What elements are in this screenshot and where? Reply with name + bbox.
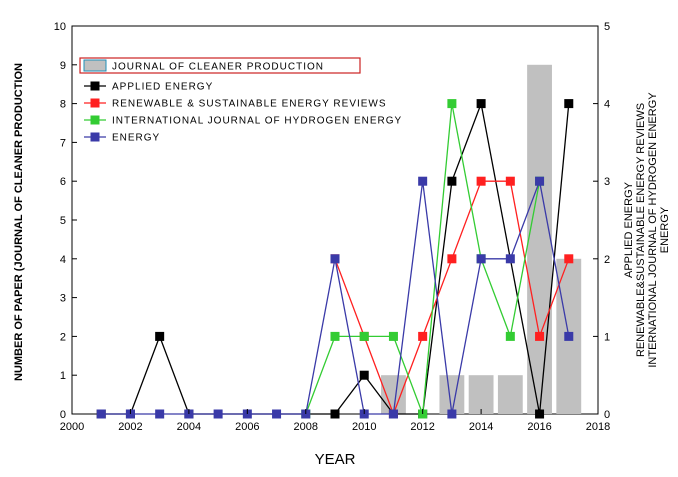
y-right-axis-label-line-3: INTERNATIONAL JOURNAL OF HYDROGEN ENERGY [647,92,659,368]
series-1-point-2016 [535,331,545,341]
legend-label-0: APPLIED ENERGY [112,82,213,93]
legend-swatch-bar [83,59,107,72]
y-left-tick-label-8: 8 [60,99,66,111]
legend-marker-3 [90,132,100,142]
x-tick-label-2014: 2014 [469,421,493,433]
y-left-tick-label-2: 2 [60,331,66,343]
x-tick-label-2004: 2004 [177,421,201,433]
series-3-point-2007 [272,409,282,419]
x-tick-label-2002: 2002 [118,421,142,433]
y-left-tick-label-0: 0 [60,409,66,421]
series-1-point-2013 [447,254,457,264]
y-left-axis-label: NUMBER OF PAPER (JOURNAL OF CLEANER PROD… [13,63,25,381]
bar-2011 [381,375,406,414]
series-2-point-2011 [388,331,398,341]
legend-label-3: ENERGY [112,133,160,144]
y-right-tick-label-0: 0 [604,409,610,421]
y-right-axis-label-line-2: RENEWABLE&SUSTAINABLE ENERGY REVIEWS [635,103,647,357]
y-right-tick-label-4: 4 [604,99,610,111]
y-right-tick-label-3: 3 [604,176,610,188]
series-3-point-2013 [447,409,457,419]
legend: JOURNAL OF CLEANER PRODUCTION APPLIED ENE… [79,57,402,144]
series-1-point-2015 [505,176,515,186]
legend-label-bar: JOURNAL OF CLEANER PRODUCTION [112,62,324,73]
series-0-point-2014 [476,99,486,109]
series-0-point-2003 [155,331,165,341]
x-tick-label-2016: 2016 [527,421,551,433]
y-right-axis-label-line-1: APPLIED ENERGY [623,181,635,278]
series-2-point-2015 [505,331,515,341]
legend-marker-0 [90,81,100,91]
series-3-point-2001 [96,409,106,419]
series-3-point-2005 [213,409,223,419]
axes-layer: 2000 2002 2004 2006 2008 2010 2012 2014 2016 2018… [54,21,610,433]
legend-marker-1 [90,98,100,108]
y-right-axis-label-line-4: ENERGY [659,206,671,253]
y-left-tick-label-1: 1 [60,370,66,382]
x-tick-label-2012: 2012 [410,421,434,433]
series-3-point-2003 [155,409,165,419]
series-line-0 [101,101,570,415]
series-1-point-2014 [476,176,486,186]
legend-box-bar [79,57,361,74]
bar-2015 [497,375,523,414]
series-0-point-2009 [330,409,340,419]
bar-2013 [439,375,465,414]
series-2-point-2010 [359,331,369,341]
legend-label-2: INTERNATIONAL JOURNAL OF HYDROGEN ENERGY [112,116,402,127]
series-2-point-2009 [330,331,340,341]
y-right-tick-label-2: 2 [604,254,610,266]
y-left-tick-label-4: 4 [60,254,66,266]
y-left-tick-label-3: 3 [60,293,66,305]
y-right-tick-label-1: 1 [604,331,610,343]
x-tick-label-2018: 2018 [586,421,610,433]
bar-2014 [468,375,494,414]
series-3-point-2017 [564,331,574,341]
series-1-point-2017 [564,254,574,264]
x-tick-label-2010: 2010 [352,421,376,433]
y-left-tick-label-6: 6 [60,176,66,188]
legend-label-1: RENEWABLE & SUSTAINABLE ENERGY REVIEWS [112,99,387,110]
y-right-tick-label-5: 5 [604,21,610,33]
series-0-point-2017 [564,99,574,109]
x-tick-label-2000: 2000 [60,421,84,433]
plot-area [71,25,599,415]
y-left-tick-label-7: 7 [60,137,66,149]
series-3-point-2015 [505,254,515,264]
series-1-point-2012 [418,331,428,341]
series-0-point-2010 [359,370,369,380]
x-tick-label-2008: 2008 [294,421,318,433]
series-3-point-2014 [476,254,486,264]
y-left-tick-label-10: 10 [54,21,66,33]
x-axis-label: YEAR [315,451,356,468]
y-left-tick-label-5: 5 [60,215,66,227]
bars-layer [381,64,582,415]
series-3-point-2009 [330,254,340,264]
bar-2016 [527,64,552,415]
series-3-point-2012 [418,176,428,186]
y-left-tick-label-9: 9 [60,60,66,72]
x-tick-label-2006: 2006 [235,421,259,433]
series-3-point-2016 [535,176,545,186]
series-2-point-2013 [447,99,457,109]
series-3-point-2011 [388,409,398,419]
series-0-point-2013 [447,176,457,186]
legend-marker-2 [90,115,100,125]
